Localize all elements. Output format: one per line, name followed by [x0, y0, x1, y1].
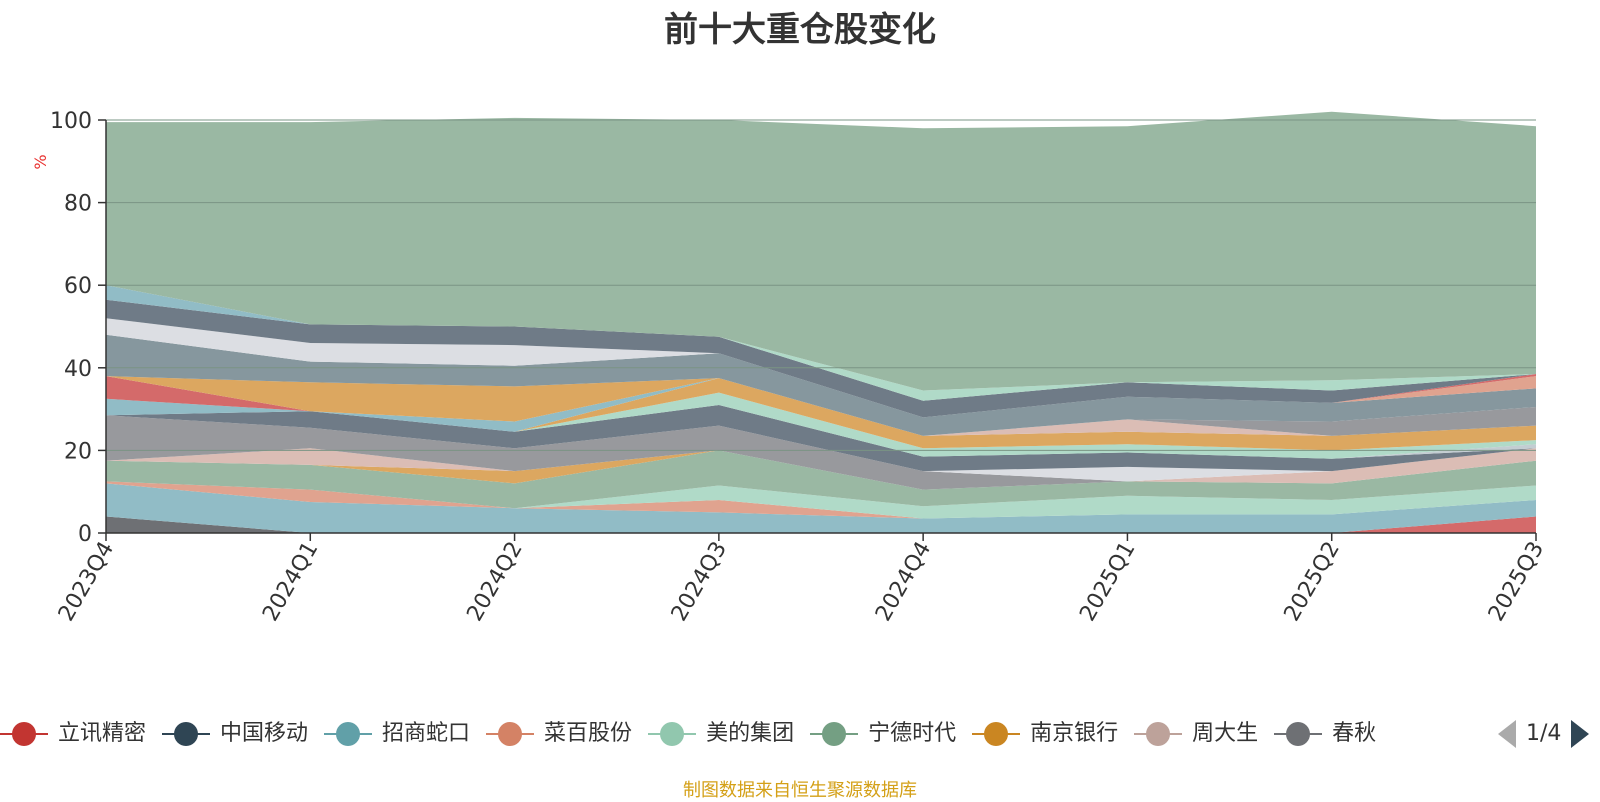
legend-label: 春秋	[1332, 721, 1377, 746]
area-series-4	[106, 481, 1536, 519]
legend-item[interactable]: 招商蛇口	[324, 712, 470, 756]
legend-label: 中国移动	[220, 721, 309, 746]
y-axis-label: %	[31, 154, 50, 169]
area-series-5	[106, 481, 1536, 519]
y-tick-label: 60	[64, 274, 92, 299]
legend-label: 南京银行	[1030, 721, 1119, 746]
legend-marker-icon	[810, 722, 859, 746]
x-tick-label: 2024Q3	[667, 538, 732, 626]
legend-label: 招商蛇口	[382, 721, 471, 746]
legend-label: 周大生	[1192, 721, 1259, 746]
x-tick-label: 2023Q4	[54, 538, 119, 626]
area-series-27	[106, 111, 1536, 391]
area-series-15	[106, 378, 1536, 436]
legend-label: 菜百股份	[544, 721, 633, 746]
legend-marker-icon	[324, 722, 373, 746]
area-series-14	[106, 378, 1536, 451]
legend-label: 美的集团	[706, 721, 795, 746]
legend-item[interactable]: 春秋	[1274, 712, 1376, 756]
area-series-13	[106, 392, 1536, 459]
next-page-arrow-icon[interactable]	[1571, 720, 1590, 748]
x-tick-label: 2025Q3	[1484, 538, 1549, 626]
area-series-8	[106, 448, 1536, 490]
grid-lines	[106, 119, 1536, 451]
area-series-1	[106, 516, 1536, 533]
legend-item[interactable]: 美的集团	[648, 712, 794, 756]
legend-item[interactable]: 南京银行	[972, 712, 1118, 756]
area-series-group	[106, 111, 1536, 533]
area-series-19	[106, 376, 1536, 436]
legend-item[interactable]: 立讯精密	[0, 712, 146, 756]
area-series-18	[106, 376, 1536, 436]
area-series-20	[106, 334, 1536, 436]
area-series-7	[106, 450, 1536, 490]
legend-item[interactable]: 菜百股份	[486, 712, 632, 756]
x-tick-label: 2024Q2	[462, 538, 527, 626]
area-series-9	[106, 415, 1536, 490]
source-note: 制图数据来自恒生聚源数据库	[683, 780, 917, 801]
area-series-3	[106, 483, 1536, 533]
legend-pager: 1/4	[1498, 712, 1590, 756]
legend-marker-icon	[1134, 722, 1183, 746]
x-tick-label: 2024Q1	[258, 538, 323, 626]
y-tick-label: 0	[78, 522, 92, 547]
legend-marker-icon	[162, 722, 211, 746]
x-tick-label: 2025Q2	[1280, 538, 1345, 626]
legend-item[interactable]: 中国移动	[162, 712, 308, 756]
stacked-area-chart: 0 20 40 60 80 100 2023Q4 2024Q1 2024Q2 2024Q3 2024…	[31, 109, 1549, 626]
legend-marker-icon	[1274, 722, 1323, 746]
legend-marker-icon	[0, 722, 48, 746]
legend-marker-icon	[972, 722, 1021, 746]
previous-page-arrow-icon[interactable]	[1498, 720, 1516, 748]
x-tick-label: 2024Q4	[871, 538, 936, 626]
x-tick-label: 2025Q1	[1075, 538, 1140, 626]
area-series-24	[106, 299, 1536, 418]
legend-marker-icon	[486, 722, 535, 746]
y-tick-label: 100	[50, 109, 92, 134]
legend: 立讯精密 中国移动 招商蛇口 菜百股份 美的集团 宁德时代 南京银行 周大生 春秋	[0, 712, 1490, 756]
legend-item[interactable]: 宁德时代	[810, 712, 956, 756]
legend-label: 宁德时代	[868, 721, 957, 746]
area-series-11	[106, 405, 1536, 472]
chart-title: 前十大重仓股变化	[664, 10, 936, 50]
y-tick-label: 80	[64, 192, 92, 217]
legend-label: 立讯精密	[58, 721, 147, 746]
legend-item[interactable]: 周大生	[1134, 712, 1258, 756]
area-series-2	[106, 516, 1536, 533]
legend-page-indicator: 1/4	[1526, 721, 1562, 746]
y-tick-label: 40	[64, 357, 92, 382]
area-series-6	[106, 450, 1536, 509]
y-tick-label: 20	[64, 439, 92, 464]
legend-marker-icon	[648, 722, 697, 746]
